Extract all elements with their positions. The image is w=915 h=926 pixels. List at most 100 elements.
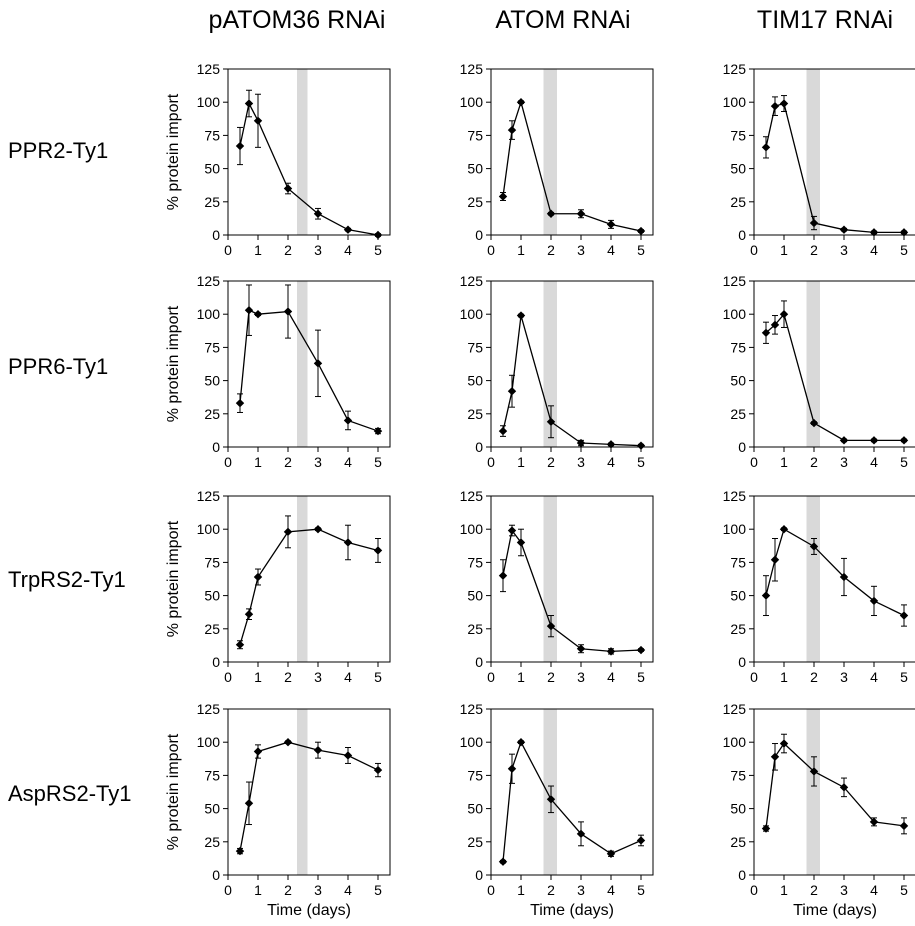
y-tick-label-ppr6-patom36: 25 — [204, 406, 220, 422]
data-point-trprs2-atom — [516, 538, 526, 547]
x-tick-label-asprs2-atom: 0 — [487, 882, 495, 898]
data-point-ppr6-atom — [546, 417, 556, 426]
x-tick-label-asprs2-atom: 5 — [637, 882, 645, 898]
data-point-trprs2-patom36 — [253, 572, 263, 582]
y-tick-label-trprs2-patom36: 125 — [197, 488, 221, 504]
x-tick-label-ppr2-atom: 0 — [487, 242, 495, 258]
data-point-trprs2-patom36 — [343, 538, 353, 547]
y-tick-label-ppr6-patom36: 0 — [212, 439, 220, 455]
x-tick-label-trprs2-atom: 1 — [517, 669, 525, 685]
shade-band-ppr6-patom36 — [297, 281, 308, 447]
y-tick-label-ppr2-tim17: 75 — [730, 127, 746, 143]
plot-frame-asprs2-patom36 — [227, 708, 391, 876]
x-tick-label-ppr2-atom: 5 — [637, 242, 645, 258]
shade-band-ppr2-atom — [543, 69, 557, 235]
y-tick-label-trprs2-patom36: 50 — [204, 588, 220, 604]
data-point-asprs2-patom36 — [313, 745, 323, 755]
y-tick-label-ppr2-patom36: 25 — [204, 194, 220, 210]
data-point-ppr6-patom36 — [343, 416, 353, 425]
x-axis-label-atom: Time (days) — [530, 902, 614, 919]
y-tick-label-ppr6-patom36: 100 — [197, 306, 221, 322]
x-tick-label-ppr2-patom36: 4 — [344, 242, 352, 258]
y-tick-label-trprs2-tim17: 100 — [723, 521, 747, 537]
y-tick-label-ppr2-patom36: 50 — [204, 161, 220, 177]
x-tick-label-ppr6-atom: 2 — [547, 454, 555, 470]
x-tick-label-asprs2-atom: 2 — [547, 882, 555, 898]
x-tick-label-asprs2-atom: 4 — [607, 882, 615, 898]
data-point-ppr6-tim17 — [770, 320, 780, 330]
x-tick-label-ppr2-patom36: 2 — [284, 242, 292, 258]
y-tick-label-ppr6-atom: 50 — [467, 373, 483, 389]
x-tick-label-ppr6-patom36: 0 — [224, 454, 232, 470]
data-point-ppr2-atom — [516, 98, 526, 107]
y-tick-label-asprs2-patom36: 0 — [212, 867, 220, 883]
data-point-trprs2-atom — [606, 647, 616, 656]
data-point-ppr2-tim17 — [761, 143, 771, 152]
y-tick-label-asprs2-tim17: 75 — [730, 767, 746, 783]
y-tick-label-asprs2-atom: 125 — [460, 701, 484, 717]
data-point-ppr2-tim17 — [899, 228, 909, 237]
x-tick-label-trprs2-patom36: 1 — [254, 669, 262, 685]
data-point-asprs2-tim17 — [899, 821, 909, 831]
x-tick-label-ppr2-tim17: 2 — [810, 242, 818, 258]
plot-frame-asprs2-tim17 — [753, 708, 915, 876]
x-tick-label-trprs2-tim17: 5 — [900, 669, 908, 685]
y-tick-label-trprs2-atom: 0 — [475, 654, 483, 670]
x-tick-label-trprs2-atom: 3 — [577, 669, 585, 685]
x-tick-label-ppr6-tim17: 4 — [870, 454, 878, 470]
y-tick-label-asprs2-atom: 0 — [475, 867, 483, 883]
y-tick-label-ppr2-atom: 125 — [460, 61, 484, 77]
data-point-asprs2-patom36 — [343, 751, 353, 760]
y-tick-label-trprs2-patom36: 25 — [204, 621, 220, 637]
data-point-ppr6-atom — [516, 311, 526, 320]
shade-band-ppr2-patom36 — [297, 69, 308, 235]
x-axis-label-patom36: Time (days) — [267, 902, 351, 919]
x-tick-label-asprs2-patom36: 4 — [344, 882, 352, 898]
plot-frame-trprs2-patom36 — [227, 495, 391, 663]
data-point-asprs2-patom36 — [283, 738, 293, 747]
x-tick-label-trprs2-patom36: 5 — [374, 669, 382, 685]
data-point-trprs2-tim17 — [779, 525, 789, 534]
data-point-ppr6-patom36 — [283, 307, 293, 316]
y-tick-label-trprs2-tim17: 125 — [723, 488, 747, 504]
x-tick-label-asprs2-tim17: 1 — [780, 882, 788, 898]
shade-band-ppr2-tim17 — [806, 69, 820, 235]
x-tick-label-ppr2-patom36: 5 — [374, 242, 382, 258]
y-tick-label-trprs2-tim17: 0 — [738, 654, 746, 670]
data-point-ppr2-patom36 — [283, 184, 293, 193]
plot-frame-trprs2-tim17 — [753, 495, 915, 663]
plot-frame-trprs2-atom — [490, 495, 654, 663]
data-point-asprs2-atom — [576, 829, 586, 839]
y-tick-label-trprs2-atom: 125 — [460, 488, 484, 504]
plot-frame-ppr6-atom — [490, 280, 654, 448]
y-tick-label-asprs2-tim17: 0 — [738, 867, 746, 883]
y-axis-label-trprs2: % protein import — [165, 520, 182, 637]
data-point-asprs2-patom36 — [373, 765, 383, 775]
data-point-asprs2-atom — [636, 836, 646, 845]
x-tick-label-asprs2-patom36: 2 — [284, 882, 292, 898]
y-tick-label-ppr2-patom36: 0 — [212, 227, 220, 243]
x-tick-label-ppr2-tim17: 3 — [840, 242, 848, 258]
x-tick-label-trprs2-tim17: 4 — [870, 669, 878, 685]
data-point-trprs2-patom36 — [283, 527, 293, 537]
y-tick-label-ppr2-tim17: 50 — [730, 161, 746, 177]
data-point-ppr2-patom36 — [343, 225, 353, 234]
row-label-ppr6: PPR6-Ty1 — [8, 354, 109, 379]
x-tick-label-ppr2-tim17: 4 — [870, 242, 878, 258]
y-tick-label-ppr2-tim17: 25 — [730, 194, 746, 210]
series-line-trprs2-atom — [502, 528, 642, 653]
y-tick-label-trprs2-patom36: 100 — [197, 521, 221, 537]
y-tick-label-ppr2-patom36: 125 — [197, 61, 221, 77]
data-point-ppr6-tim17 — [761, 328, 771, 337]
data-point-asprs2-tim17 — [809, 767, 819, 776]
y-tick-label-asprs2-atom: 75 — [467, 767, 483, 783]
x-tick-label-trprs2-tim17: 0 — [750, 669, 758, 685]
data-point-ppr6-patom36 — [253, 310, 263, 319]
x-tick-label-ppr6-patom36: 2 — [284, 454, 292, 470]
data-point-ppr2-patom36 — [244, 99, 254, 108]
data-point-ppr6-atom — [576, 438, 586, 448]
data-point-asprs2-tim17 — [779, 739, 789, 748]
y-tick-label-trprs2-tim17: 25 — [730, 621, 746, 637]
shade-band-trprs2-patom36 — [297, 496, 308, 662]
